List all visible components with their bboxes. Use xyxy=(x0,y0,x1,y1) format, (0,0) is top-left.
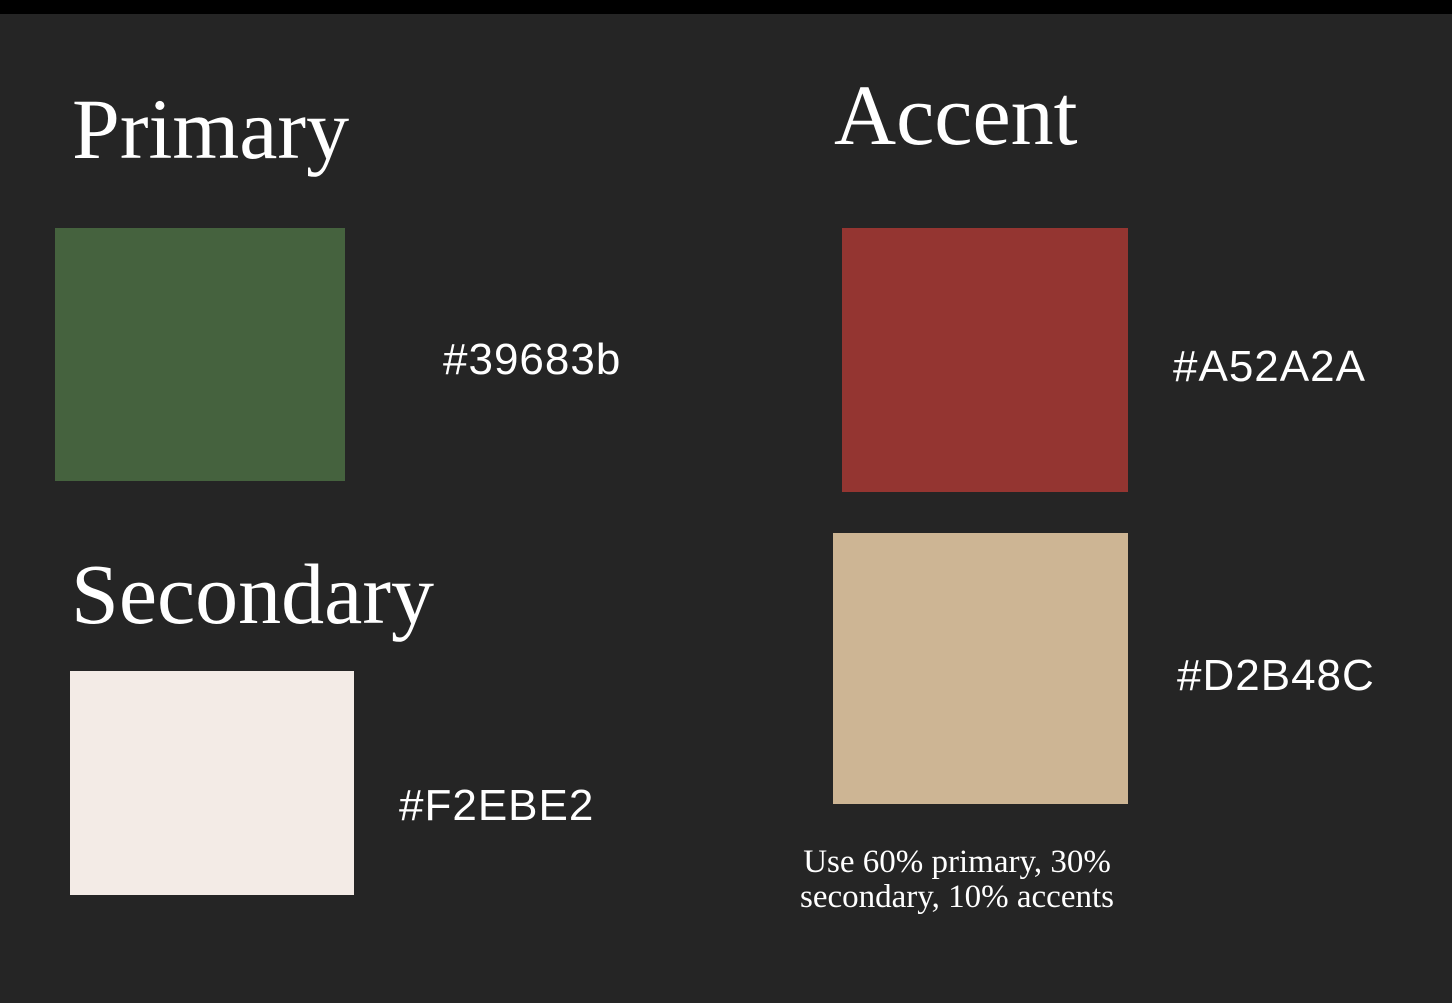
palette-canvas: Primary #39683b Secondary #F2EBE2 Accent… xyxy=(0,14,1452,1003)
usage-note-line-1: Use 60% primary, 30% xyxy=(803,844,1111,880)
usage-note: Use 60% primary, 30% secondary, 10% acce… xyxy=(747,845,1167,915)
usage-note-line-2: secondary, 10% accents xyxy=(800,879,1114,915)
secondary-hex-label: #F2EBE2 xyxy=(399,781,595,830)
primary-heading: Primary xyxy=(72,81,350,177)
accent-heading: Accent xyxy=(834,67,1078,163)
primary-swatch xyxy=(55,228,345,481)
secondary-heading: Secondary xyxy=(71,546,434,642)
accent-red-hex-label: #A52A2A xyxy=(1173,342,1366,391)
accent-swatch-tan xyxy=(833,533,1128,804)
primary-hex-label: #39683b xyxy=(443,335,622,384)
accent-swatch-red xyxy=(842,228,1128,492)
accent-tan-hex-label: #D2B48C xyxy=(1177,651,1375,700)
secondary-swatch xyxy=(70,671,354,895)
